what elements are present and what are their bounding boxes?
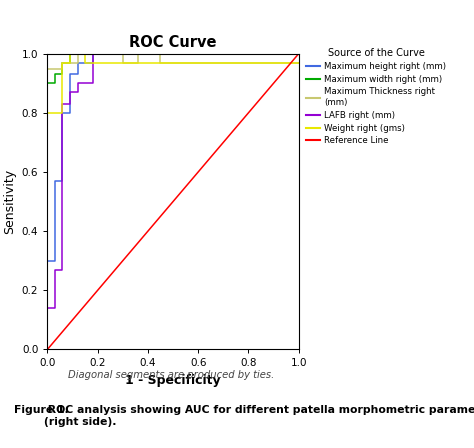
- Legend: Maximum height right (mm), Maximum width right (mm), Maximum Thickness right
(mm: Maximum height right (mm), Maximum width…: [306, 48, 446, 146]
- Text: Diagonal segments are produced by ties.: Diagonal segments are produced by ties.: [67, 370, 274, 379]
- Y-axis label: Sensitivity: Sensitivity: [3, 169, 16, 234]
- Text: ROC analysis showing AUC for different patella morphometric parameters
(right si: ROC analysis showing AUC for different p…: [44, 405, 474, 427]
- Text: Figure 1.: Figure 1.: [14, 405, 69, 415]
- Title: ROC Curve: ROC Curve: [129, 35, 217, 50]
- X-axis label: 1 - Specificity: 1 - Specificity: [125, 374, 221, 387]
